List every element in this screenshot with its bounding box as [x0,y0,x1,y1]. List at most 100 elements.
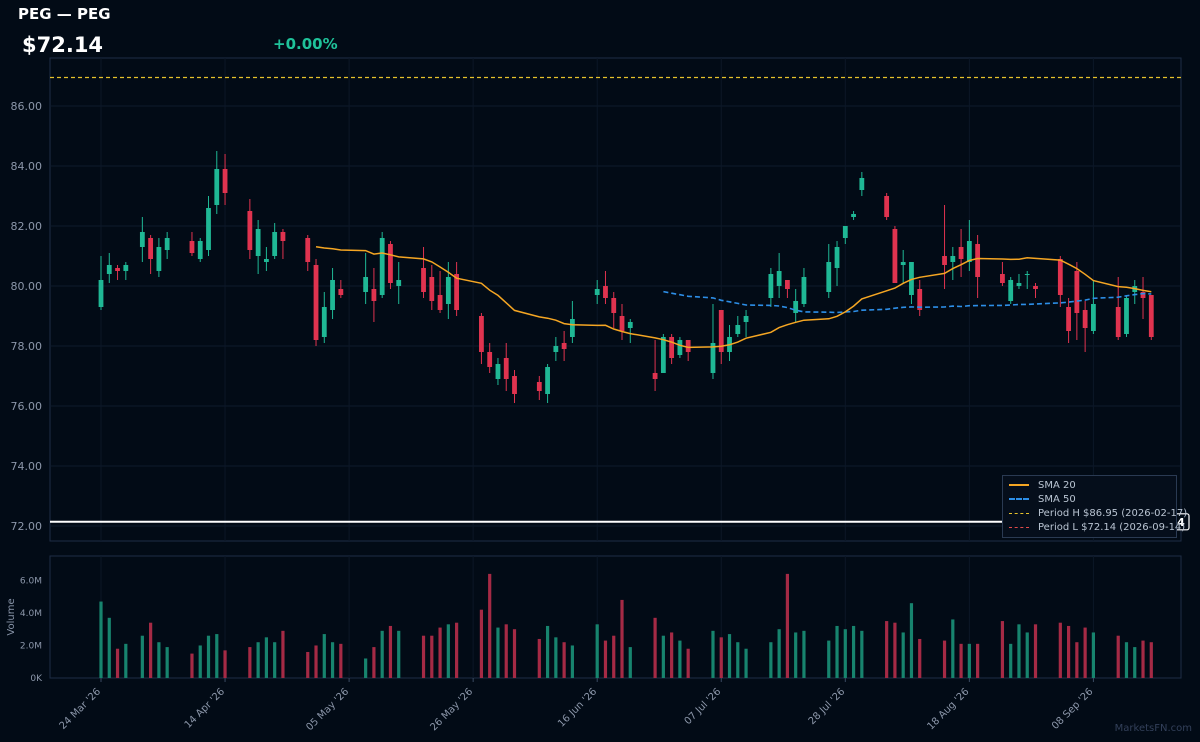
volume-bar [107,617,111,678]
legend-item-sma50: SMA 50 [1009,492,1076,506]
volume-bar [206,635,211,678]
volume-bar [1116,635,1120,678]
date-tick-label: 24 Mar '26 [58,686,104,732]
legend-label-sma50: SMA 50 [1038,493,1076,505]
candle-body [214,169,220,205]
candle-body [313,265,319,340]
volume-bar [372,647,376,678]
candle-body [222,169,228,193]
volume-bar [157,642,161,678]
candle-body [1057,259,1063,295]
candle-body [139,232,145,247]
date-axis: 24 Mar '26 14 Apr '26 05 May '26 26 May '26… [58,678,1096,733]
volume-bar [570,645,574,678]
candle-body [793,301,799,313]
volume-bar [140,635,144,678]
price-tick-label: 84.00 [11,160,43,173]
volume-bar [628,647,632,678]
candle-body [197,241,203,259]
volume-bar [455,622,459,678]
candle-body [958,247,964,259]
candle-body [669,337,675,358]
candlesticks [98,151,1154,403]
volume-bar [835,625,839,678]
volume-bar [1075,642,1079,678]
date-tick-label: 14 Apr '26 [183,686,227,730]
volume-bar [496,627,500,678]
volume-bar [744,648,748,678]
volume-bar [438,627,442,678]
volume-bar [504,624,508,678]
volume-tick-label: 0K [30,674,43,684]
volume-bar [1025,632,1029,678]
candle-body [255,229,261,256]
candle-body [776,271,782,286]
volume-bar [736,642,740,678]
volume-bar [223,650,227,678]
volume-bar [860,630,864,678]
chart-legend: SMA 20 SMA 50 Period H $86.95 (2026-02-1… [1002,475,1187,538]
volume-bar [711,630,715,678]
volume-bar [967,643,971,678]
candle-body [445,277,451,304]
volume-bar [1000,621,1005,678]
candle-body [1000,274,1005,283]
candle-body [909,262,914,295]
volume-bar [1149,642,1153,678]
candle-body [421,268,426,292]
candle-body [189,241,195,253]
volume-tick-label: 6.0M [20,576,42,586]
date-tick-label: 05 May '26 [304,686,351,733]
candle-body [495,364,501,379]
volume-bar [488,573,492,678]
volume-bar [727,634,732,678]
candle-body [338,289,344,295]
candle-body [884,196,890,217]
volume-bar [893,622,897,678]
candle-body [1148,295,1154,337]
candle-body [826,262,832,292]
volume-bar [827,640,831,678]
volume-bar [678,640,682,678]
candle-body [627,322,633,328]
candle-body [1074,271,1080,313]
candle-body [553,346,559,352]
reference-lines: 4 [50,76,1190,531]
candle-body [1091,304,1096,331]
candle-body [660,337,666,373]
legend-item-period-high: Period H $86.95 (2026-02-17) [1009,506,1187,520]
candle-body [768,274,774,298]
candle-body [503,358,509,379]
candle-body [975,244,981,277]
candle-body [1024,274,1030,275]
candle-body [569,319,575,337]
candle-body [677,340,683,355]
volume-bar [951,619,955,678]
candle-body [98,280,104,307]
volume-bar [190,653,194,678]
candle-body [371,289,377,301]
candle-body [1082,310,1088,328]
candle-body [437,295,443,310]
volume-bar [339,643,343,678]
candle-body [917,289,923,310]
volume-bar [330,642,335,678]
volume-bar [794,632,798,678]
candle-body [1140,292,1146,298]
volume-bar [149,622,153,678]
candle-body [619,316,625,331]
volume-bar [554,637,558,678]
candle-body [123,265,129,271]
volume-bar [901,632,905,678]
volume-bar [1091,632,1095,678]
candle-body [536,382,542,391]
volume-bars [99,573,1153,678]
volume-bar [264,637,268,678]
volume-bar [314,645,318,678]
volume-bar [322,634,326,678]
candle-body [545,367,550,394]
candle-body [1124,298,1129,334]
price-axis: 72.00 74.00 76.00 78.00 80.00 82.00 84.00 86.00 [11,100,43,533]
volume-bar [421,635,426,678]
volume-bar [769,642,773,678]
